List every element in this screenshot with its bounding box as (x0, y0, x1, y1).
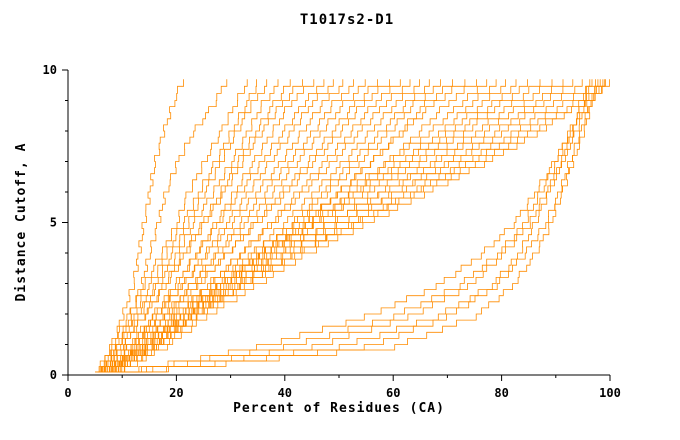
x-tick-label: 100 (599, 386, 621, 400)
series-line (111, 79, 453, 373)
series-line (95, 79, 303, 373)
series-line (100, 79, 257, 373)
series-line (111, 79, 541, 373)
series-line (100, 79, 411, 373)
series-line (100, 79, 553, 373)
x-tick-label: 0 (64, 386, 71, 400)
series-line (97, 79, 344, 373)
x-tick-label: 20 (169, 386, 183, 400)
series-lines (95, 79, 610, 373)
y-tick-label: 10 (43, 63, 57, 77)
series-line (97, 79, 268, 373)
series-line (116, 79, 610, 373)
y-axis-label: Distance Cutoff, A (14, 143, 29, 302)
x-tick-label: 60 (386, 386, 400, 400)
series-line (105, 79, 279, 373)
series-line (105, 79, 228, 373)
series-line (103, 79, 604, 373)
series-line (105, 79, 606, 373)
x-tick-label: 80 (494, 386, 508, 400)
series-line (100, 79, 184, 373)
x-axis-label: Percent of Residues (CA) (233, 401, 445, 416)
chart-title: T1017s2-D1 (300, 12, 394, 28)
series-line (105, 79, 596, 373)
series-line (111, 79, 599, 373)
y-tick-label: 5 (50, 216, 57, 230)
series-line (95, 79, 248, 373)
series-line (103, 79, 506, 373)
series-line (100, 79, 488, 373)
tick-labels: 0 20 40 60 80 100 0 5 10 (43, 63, 621, 400)
axes (62, 69, 611, 381)
series-line (97, 79, 528, 373)
series-line (103, 79, 325, 373)
series-line (100, 79, 574, 373)
series-line (105, 79, 477, 373)
x-tick-label: 40 (278, 386, 292, 400)
series-line (111, 79, 601, 373)
series-line (100, 79, 591, 373)
series-line (95, 79, 390, 373)
y-tick-label: 0 (50, 368, 57, 382)
